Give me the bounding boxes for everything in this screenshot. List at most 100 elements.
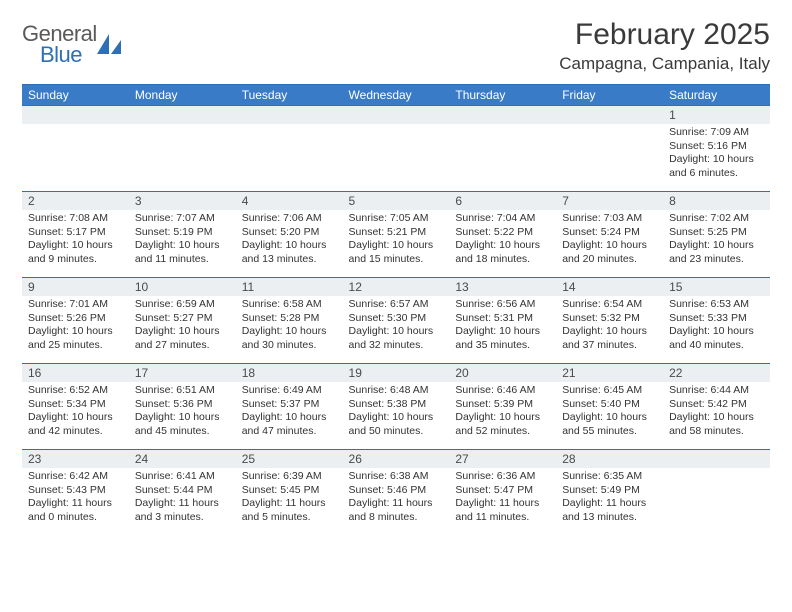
page-title: February 2025 [559, 18, 770, 52]
daylight-text: Daylight: 10 hours and 11 minutes. [135, 239, 230, 266]
sunrise-text: Sunrise: 6:35 AM [562, 470, 657, 484]
col-friday: Friday [556, 85, 663, 106]
day-details: Sunrise: 6:57 AMSunset: 5:30 PMDaylight:… [343, 296, 450, 357]
location-label: Campagna, Campania, Italy [559, 54, 770, 74]
day-number [22, 106, 129, 124]
calendar-cell [449, 106, 556, 192]
sunrise-text: Sunrise: 7:01 AM [28, 298, 123, 312]
calendar-cell [129, 106, 236, 192]
day-details: Sunrise: 7:01 AMSunset: 5:26 PMDaylight:… [22, 296, 129, 357]
calendar-cell: 21Sunrise: 6:45 AMSunset: 5:40 PMDayligh… [556, 364, 663, 450]
sunrise-text: Sunrise: 6:42 AM [28, 470, 123, 484]
day-number: 21 [556, 364, 663, 382]
day-details: Sunrise: 6:42 AMSunset: 5:43 PMDaylight:… [22, 468, 129, 529]
calendar-cell: 28 Sunrise: 6:35 AMSunset: 5:49 PMDayligh… [556, 450, 663, 536]
day-details [449, 124, 556, 184]
calendar-cell: 14Sunrise: 6:54 AMSunset: 5:32 PMDayligh… [556, 278, 663, 364]
calendar-cell: 1Sunrise: 7:09 AMSunset: 5:16 PMDaylight… [663, 106, 770, 192]
day-details: Sunrise: 6:56 AMSunset: 5:31 PMDaylight:… [449, 296, 556, 357]
sunrise-text: Sunrise: 7:05 AM [349, 212, 444, 226]
day-number: 18 [236, 364, 343, 382]
daylight-text: Daylight: 10 hours and 27 minutes. [135, 325, 230, 352]
calendar-cell: 3Sunrise: 7:07 AMSunset: 5:19 PMDaylight… [129, 192, 236, 278]
calendar-cell: 27Sunrise: 6:36 AMSunset: 5:47 PMDayligh… [449, 450, 556, 536]
sunrise-text: Sunrise: 6:41 AM [135, 470, 230, 484]
daylight-text: Daylight: 10 hours and 45 minutes. [135, 411, 230, 438]
sunrise-text: Sunrise: 6:52 AM [28, 384, 123, 398]
sunset-text: Sunset: 5:25 PM [669, 226, 764, 240]
day-number: 25 [236, 450, 343, 468]
day-details: Sunrise: 6:45 AMSunset: 5:40 PMDaylight:… [556, 382, 663, 443]
calendar-cell: 23Sunrise: 6:42 AMSunset: 5:43 PMDayligh… [22, 450, 129, 536]
sunset-text: Sunset: 5:37 PM [242, 398, 337, 412]
sunset-text: Sunset: 5:31 PM [455, 312, 550, 326]
day-number: 10 [129, 278, 236, 296]
sunset-text: Sunset: 5:32 PM [562, 312, 657, 326]
sunrise-text: Sunrise: 6:48 AM [349, 384, 444, 398]
header: General Blue February 2025 Campagna, Cam… [22, 18, 770, 74]
sunset-text: Sunset: 5:27 PM [135, 312, 230, 326]
sunset-text: Sunset: 5:22 PM [455, 226, 550, 240]
calendar-cell [22, 106, 129, 192]
daylight-text: Daylight: 11 hours and 13 minutes. [562, 497, 657, 524]
daylight-text: Daylight: 10 hours and 37 minutes. [562, 325, 657, 352]
calendar-cell: 13Sunrise: 6:56 AMSunset: 5:31 PMDayligh… [449, 278, 556, 364]
calendar-cell: 25Sunrise: 6:39 AMSunset: 5:45 PMDayligh… [236, 450, 343, 536]
calendar-header-row: Sunday Monday Tuesday Wednesday Thursday… [22, 85, 770, 106]
calendar-cell [663, 450, 770, 536]
day-number: 17 [129, 364, 236, 382]
day-details: Sunrise: 6:54 AMSunset: 5:32 PMDaylight:… [556, 296, 663, 357]
sunset-text: Sunset: 5:46 PM [349, 484, 444, 498]
day-details: Sunrise: 7:02 AMSunset: 5:25 PMDaylight:… [663, 210, 770, 271]
calendar-cell: 4Sunrise: 7:06 AMSunset: 5:20 PMDaylight… [236, 192, 343, 278]
calendar-table: Sunday Monday Tuesday Wednesday Thursday… [22, 84, 770, 536]
daylight-text: Daylight: 11 hours and 3 minutes. [135, 497, 230, 524]
sunrise-text: Sunrise: 7:03 AM [562, 212, 657, 226]
daylight-text: Daylight: 10 hours and 25 minutes. [28, 325, 123, 352]
day-number: 4 [236, 192, 343, 210]
daylight-text: Daylight: 10 hours and 32 minutes. [349, 325, 444, 352]
calendar-cell: 5Sunrise: 7:05 AMSunset: 5:21 PMDaylight… [343, 192, 450, 278]
sunset-text: Sunset: 5:49 PM [562, 484, 657, 498]
day-details: Sunrise: 6:48 AMSunset: 5:38 PMDaylight:… [343, 382, 450, 443]
daylight-text: Daylight: 10 hours and 9 minutes. [28, 239, 123, 266]
sunset-text: Sunset: 5:40 PM [562, 398, 657, 412]
day-number: 6 [449, 192, 556, 210]
sunrise-text: Sunrise: 7:08 AM [28, 212, 123, 226]
day-number: 28 [556, 450, 663, 468]
sunrise-text: Sunrise: 7:07 AM [135, 212, 230, 226]
daylight-text: Daylight: 10 hours and 47 minutes. [242, 411, 337, 438]
day-details: Sunrise: 7:04 AMSunset: 5:22 PMDaylight:… [449, 210, 556, 271]
title-block: February 2025 Campagna, Campania, Italy [559, 18, 770, 74]
calendar-cell: 9Sunrise: 7:01 AMSunset: 5:26 PMDaylight… [22, 278, 129, 364]
calendar-cell: 7Sunrise: 7:03 AMSunset: 5:24 PMDaylight… [556, 192, 663, 278]
sunrise-text: Sunrise: 6:51 AM [135, 384, 230, 398]
sunrise-text: Sunrise: 6:38 AM [349, 470, 444, 484]
daylight-text: Daylight: 10 hours and 58 minutes. [669, 411, 764, 438]
brand-word2: Blue [22, 45, 97, 66]
sunrise-text: Sunrise: 6:39 AM [242, 470, 337, 484]
day-number: 11 [236, 278, 343, 296]
daylight-text: Daylight: 10 hours and 30 minutes. [242, 325, 337, 352]
sunrise-text: Sunrise: 6:59 AM [135, 298, 230, 312]
calendar-week: 16Sunrise: 6:52 AMSunset: 5:34 PMDayligh… [22, 364, 770, 450]
day-details: Sunrise: 7:05 AMSunset: 5:21 PMDaylight:… [343, 210, 450, 271]
day-details: Sunrise: 6:52 AMSunset: 5:34 PMDaylight:… [22, 382, 129, 443]
day-number: 8 [663, 192, 770, 210]
day-details: Sunrise: 6:53 AMSunset: 5:33 PMDaylight:… [663, 296, 770, 357]
day-details: Sunrise: 6:39 AMSunset: 5:45 PMDaylight:… [236, 468, 343, 529]
sunset-text: Sunset: 5:34 PM [28, 398, 123, 412]
col-monday: Monday [129, 85, 236, 106]
sunset-text: Sunset: 5:39 PM [455, 398, 550, 412]
day-details: Sunrise: 6:38 AMSunset: 5:46 PMDaylight:… [343, 468, 450, 529]
daylight-text: Daylight: 10 hours and 23 minutes. [669, 239, 764, 266]
col-saturday: Saturday [663, 85, 770, 106]
calendar-cell: 22Sunrise: 6:44 AMSunset: 5:42 PMDayligh… [663, 364, 770, 450]
sunrise-text: Sunrise: 6:58 AM [242, 298, 337, 312]
sunset-text: Sunset: 5:38 PM [349, 398, 444, 412]
day-number [449, 106, 556, 124]
sunrise-text: Sunrise: 6:49 AM [242, 384, 337, 398]
day-number: 22 [663, 364, 770, 382]
day-details: Sunrise: 6:49 AMSunset: 5:37 PMDaylight:… [236, 382, 343, 443]
day-details: Sunrise: 7:09 AMSunset: 5:16 PMDaylight:… [663, 124, 770, 185]
